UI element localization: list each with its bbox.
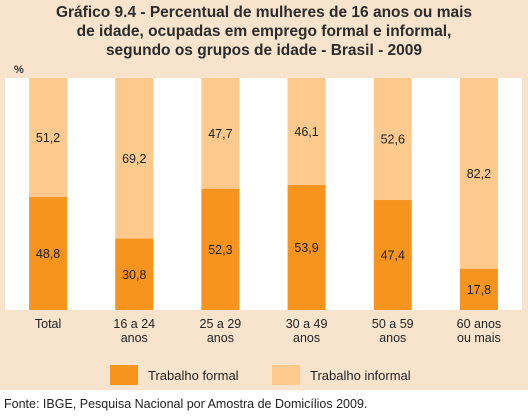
data-label-formal-5: 17,8 [467,283,491,297]
chart-title: Gráfico 9.4 - Percentual de mulheres de … [0,3,528,60]
category-label-4-1: anos [379,331,406,345]
category-label-2-1: anos [207,331,234,345]
legend-item-informal: Trabalho informal [272,365,411,385]
category-label-1-1: anos [121,331,148,345]
category-label-3-0: 30 a 49 [286,317,328,331]
plot-area [5,78,522,310]
bar-segment-formal-2 [201,188,240,310]
bar-segment-formal-3 [287,184,326,310]
data-label-informal-3: 46,1 [294,125,318,139]
bar-segment-formal-4 [373,200,412,310]
category-label-5-1: ou mais [457,331,501,345]
data-label-formal-1: 30,8 [122,268,146,282]
legend-item-formal: Trabalho formal [110,365,239,385]
bar-segment-informal-0 [29,78,68,197]
legend-label-formal: Trabalho formal [148,367,239,383]
category-label-4-0: 50 a 59 [372,317,414,331]
data-label-informal-4: 52,6 [381,133,405,147]
chart-title-line-3: segundo os grupos de idade - Brasil - 20… [105,42,423,59]
data-label-formal-0: 48,8 [36,247,60,261]
bar-segment-formal-1 [115,238,154,310]
data-label-formal-4: 47,4 [381,249,405,263]
chart-title-line-1: Gráfico 9.4 - Percentual de mulheres de … [55,4,473,21]
legend-swatch-formal [110,365,138,385]
y-axis-unit-label: % [14,64,24,76]
bar-segment-informal-5 [459,78,498,269]
data-label-informal-5: 82,2 [467,167,491,181]
category-label-5-0: 60 anos [457,317,501,331]
bar-segment-informal-2 [201,78,240,189]
bar-segment-informal-3 [287,78,326,185]
data-label-formal-3: 53,9 [294,241,318,255]
bar-segment-informal-4 [373,78,412,201]
bar-segment-formal-5 [459,268,498,310]
category-label-1-0: 16 a 24 [113,317,155,331]
legend: Trabalho formal Trabalho informal [0,365,528,387]
legend-swatch-informal [272,365,300,385]
category-label-3-1: anos [293,331,320,345]
bar-segment-informal-1 [115,78,154,239]
data-label-informal-2: 47,7 [208,127,232,141]
data-label-informal-0: 51,2 [36,131,60,145]
chart-title-line-2: de idade, ocupadas em emprego formal e i… [76,23,452,40]
legend-label-informal: Trabalho informal [310,367,411,383]
bar-segment-formal-0 [29,196,68,310]
source-note: Fonte: IBGE, Pesquisa Nacional por Amost… [4,397,368,411]
data-label-informal-1: 69,2 [122,152,146,166]
data-label-formal-2: 52,3 [208,243,232,257]
category-label-0-0: Total [35,317,61,331]
category-label-2-0: 25 a 29 [200,317,242,331]
